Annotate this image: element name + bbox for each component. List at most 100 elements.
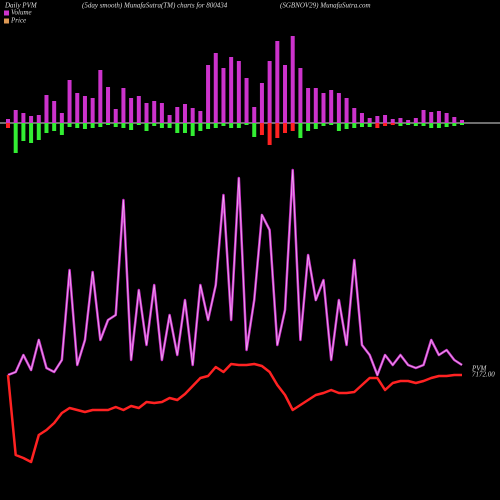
volume-bar-down: [306, 123, 311, 131]
volume-bar-down: [413, 123, 418, 126]
line-series: [7, 168, 463, 377]
volume-bar-down: [352, 123, 357, 128]
volume-bar: [383, 115, 388, 123]
volume-bar: [29, 116, 34, 123]
volume-bar-down: [367, 123, 372, 127]
volume-bar: [75, 93, 80, 123]
volume-bar: [6, 119, 10, 123]
volume-bar: [106, 87, 111, 123]
volume-bar-down: [429, 123, 434, 128]
volume-bar: [221, 68, 226, 123]
volume-bar-down: [244, 123, 249, 125]
volume-bar: [159, 103, 164, 123]
volume-bar-down: [206, 123, 211, 129]
volume-bar: [336, 93, 341, 123]
chart-title: Daily PVM: [4, 2, 38, 10]
volume-bar: [321, 93, 326, 123]
volume-bar-down: [29, 123, 34, 143]
volume-bar-down: [136, 123, 141, 125]
volume-bar-down: [98, 123, 103, 127]
volume-bar: [244, 78, 249, 123]
volume-bar: [298, 68, 303, 123]
volume-bar-down: [144, 123, 149, 131]
volume-bar: [413, 118, 418, 123]
volume-bar-down: [236, 123, 241, 128]
volume-bar-down: [190, 123, 195, 136]
volume-bar: [206, 65, 211, 123]
price-end-label: 7172.00: [472, 371, 495, 379]
volume-bar: [275, 41, 280, 123]
volume-bar: [36, 115, 41, 123]
volume-bar-down: [213, 123, 218, 128]
legend-swatch: [4, 18, 9, 24]
volume-bar-down: [152, 123, 157, 126]
volume-bar: [21, 113, 26, 123]
volume-bar: [375, 116, 380, 123]
volume-bar-down: [21, 123, 26, 141]
volume-bar-down: [421, 123, 426, 126]
volume-bar: [144, 103, 149, 123]
volume-bar: [283, 65, 288, 123]
volume-bar-down: [182, 123, 187, 133]
volume-bar: [406, 120, 411, 123]
volume-bar-down: [406, 123, 411, 125]
volume-bar: [152, 101, 157, 123]
volume-bar-down: [275, 123, 280, 138]
volume-bar: [44, 95, 49, 123]
volume-bar-down: [52, 123, 57, 131]
volume-bar: [90, 98, 95, 123]
volume-bar-down: [359, 123, 364, 127]
volume-bar-down: [460, 123, 464, 125]
volume-bar: [452, 117, 457, 123]
volume-bar-down: [259, 123, 264, 135]
volume-bar: [359, 113, 364, 123]
line-highlight: [7, 169, 463, 377]
volume-bar: [313, 88, 318, 123]
volume-bar-down: [175, 123, 180, 133]
volume-bar-down: [267, 123, 272, 145]
volume-bar-down: [252, 123, 257, 137]
volume-bar: [344, 98, 349, 123]
volume-bar: [198, 111, 203, 123]
volume-bar: [52, 101, 57, 123]
volume-bar-down: [90, 123, 95, 128]
legend-swatch: [4, 10, 9, 16]
volume-bar-down: [444, 123, 449, 127]
volume-bar-down: [452, 123, 457, 126]
volume-bar: [98, 70, 103, 123]
volume-bar-down: [283, 123, 288, 133]
volume-bar: [329, 90, 334, 123]
volume-bar-down: [375, 123, 380, 128]
volume-bar: [229, 57, 234, 123]
volume-bar-down: [167, 123, 172, 128]
volume-bar: [398, 118, 403, 123]
volume-bar: [421, 110, 426, 123]
volume-bar-down: [229, 123, 234, 128]
volume-bar-down: [390, 123, 395, 125]
chart-subtitle: (5day smooth) MunafaSutra(TM) charts for…: [82, 2, 228, 10]
chart-source: (SGBNOV29) MunafaSutra.com: [280, 2, 371, 10]
volume-bar-down: [321, 123, 326, 126]
volume-bar-down: [129, 123, 134, 130]
volume-bar: [82, 96, 87, 123]
volume-bar: [390, 119, 395, 123]
volume-bar-down: [336, 123, 341, 131]
volume-bar: [67, 80, 72, 123]
volume-bar-down: [82, 123, 87, 129]
volume-bar: [175, 107, 180, 123]
volume-bar-down: [198, 123, 203, 131]
volume-bar: [129, 98, 134, 123]
volume-bar-down: [67, 123, 72, 127]
volume-bar-down: [75, 123, 80, 128]
volume-bar-down: [6, 123, 10, 128]
volume-bar: [167, 115, 172, 123]
volume-bar: [252, 107, 257, 123]
volume-bar-down: [329, 123, 334, 125]
volume-bar-down: [44, 123, 49, 133]
volume-bar-down: [313, 123, 318, 129]
volume-bar-down: [113, 123, 118, 127]
legend-label: Volume: [11, 9, 32, 17]
volume-bar-down: [383, 123, 388, 126]
volume-bar: [429, 112, 434, 123]
